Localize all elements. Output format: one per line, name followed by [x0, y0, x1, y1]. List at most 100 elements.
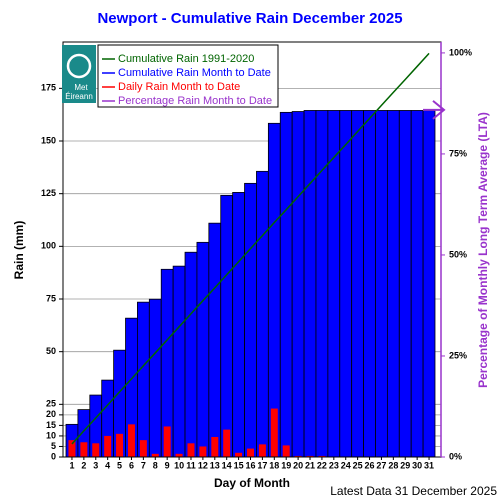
daily-bar	[139, 440, 147, 457]
x-tick-label: 30	[412, 460, 422, 470]
cumulative-bar	[375, 110, 388, 458]
daily-bar	[68, 440, 76, 457]
cumulative-bar	[363, 110, 376, 458]
x-tick-label: 18	[269, 460, 279, 470]
legend-label: Percentage Rain Month to Date	[118, 95, 272, 107]
daily-bar	[92, 443, 100, 457]
y-tick-label: 10	[46, 430, 56, 440]
daily-bar	[116, 433, 124, 457]
y2-tick-label: 25%	[449, 350, 467, 360]
x-tick-label: 23	[329, 460, 339, 470]
cumulative-bar	[315, 110, 329, 458]
y-tick-label: 75	[46, 293, 56, 303]
daily-bar	[282, 445, 290, 457]
logo-text: Met	[74, 83, 88, 92]
footer: Latest Data 31 December 2025	[330, 484, 497, 498]
cumulative-bar	[172, 265, 186, 458]
cumulative-bar	[422, 110, 436, 458]
daily-bar	[223, 429, 231, 457]
x-tick-label: 24	[341, 460, 351, 470]
y-tick-label: 5	[51, 441, 56, 451]
cumulative-bar	[196, 241, 210, 458]
cumulative-bar	[267, 122, 281, 458]
x-tick-label: 27	[376, 460, 386, 470]
y2-tick-label: 0%	[449, 451, 462, 461]
cumulative-bar	[137, 301, 150, 458]
x-tick-label: 2	[81, 460, 86, 470]
cumulative-bar	[410, 110, 424, 458]
daily-bar	[127, 424, 135, 457]
daily-bar	[318, 455, 326, 457]
lta-line	[71, 52, 430, 445]
x-tick-label: 5	[117, 460, 122, 470]
daily-bar	[80, 442, 88, 457]
y2-tick-label: 75%	[449, 148, 467, 158]
x-tick-label: 22	[317, 460, 327, 470]
cumulative-bar	[220, 194, 234, 458]
x-tick-label: 12	[198, 460, 208, 470]
y2-axis-label: Percentage of Monthly Long Term Average …	[476, 112, 490, 388]
cumulative-bar	[386, 110, 400, 458]
x-tick-label: 3	[93, 460, 98, 470]
y-tick-label: 175	[41, 83, 56, 93]
daily-bar	[306, 455, 314, 457]
y2-tick-label: 50%	[449, 249, 467, 259]
cumulative-bar	[232, 192, 245, 458]
daily-bar	[211, 436, 219, 457]
y-tick-label: 125	[41, 188, 56, 198]
x-tick-label: 7	[141, 460, 146, 470]
cumulative-bar	[291, 111, 305, 458]
cumulative-bar	[244, 182, 257, 458]
daily-bar	[199, 446, 207, 457]
x-tick-label: 11	[186, 460, 196, 470]
logo-emblem	[66, 53, 92, 79]
cumulative-bar	[184, 251, 198, 458]
x-tick-label: 10	[174, 460, 184, 470]
x-tick-label: 4	[105, 460, 110, 470]
cumulative-bar	[256, 170, 269, 458]
daily-bar	[151, 453, 159, 457]
y-tick-label: 25	[46, 399, 56, 409]
daily-bar	[294, 455, 302, 457]
cumulative-bar	[279, 111, 293, 458]
x-tick-label: 16	[245, 460, 255, 470]
daily-bar	[258, 444, 266, 457]
cumulative-bar	[339, 110, 353, 458]
y-axis-label: Rain (mm)	[12, 221, 26, 280]
x-tick-label: 6	[129, 460, 134, 470]
chart-title: Newport - Cumulative Rain December 2025	[97, 10, 402, 27]
x-tick-label: 29	[400, 460, 410, 470]
x-tick-label: 1	[69, 460, 74, 470]
y-tick-label: 150	[41, 135, 56, 145]
y-tick-label: 15	[46, 420, 56, 430]
x-tick-label: 25	[353, 460, 363, 470]
legend-label: Cumulative Rain Month to Date	[118, 67, 271, 79]
x-tick-label: 14	[222, 460, 232, 470]
legend-box	[97, 44, 279, 108]
cumulative-bar	[351, 110, 364, 458]
legend-label: Cumulative Rain 1991-2020	[118, 53, 254, 65]
x-tick-label: 17	[257, 460, 267, 470]
x-tick-label: 15	[234, 460, 244, 470]
daily-bar	[163, 426, 171, 457]
daily-bar	[104, 435, 112, 457]
x-tick-label: 20	[293, 460, 303, 470]
cumulative-bar	[398, 110, 412, 458]
y-tick-label: 100	[41, 241, 56, 251]
logo-text: Éireann	[65, 92, 93, 101]
x-tick-label: 26	[365, 460, 375, 470]
cumulative-bar	[303, 110, 317, 458]
x-tick-label: 13	[210, 460, 220, 470]
daily-bar	[235, 452, 243, 457]
y-tick-label: 20	[46, 409, 56, 419]
daily-bar	[187, 443, 195, 457]
y-tick-label: 0	[51, 451, 56, 461]
x-tick-label: 28	[388, 460, 398, 470]
x-tick-label: 9	[165, 460, 170, 470]
y2-tick-label: 100%	[449, 47, 472, 57]
y-tick-label: 50	[46, 346, 56, 356]
cumulative-bar	[148, 298, 162, 458]
x-axis-label: Day of Month	[214, 476, 290, 490]
daily-bar	[270, 408, 278, 457]
